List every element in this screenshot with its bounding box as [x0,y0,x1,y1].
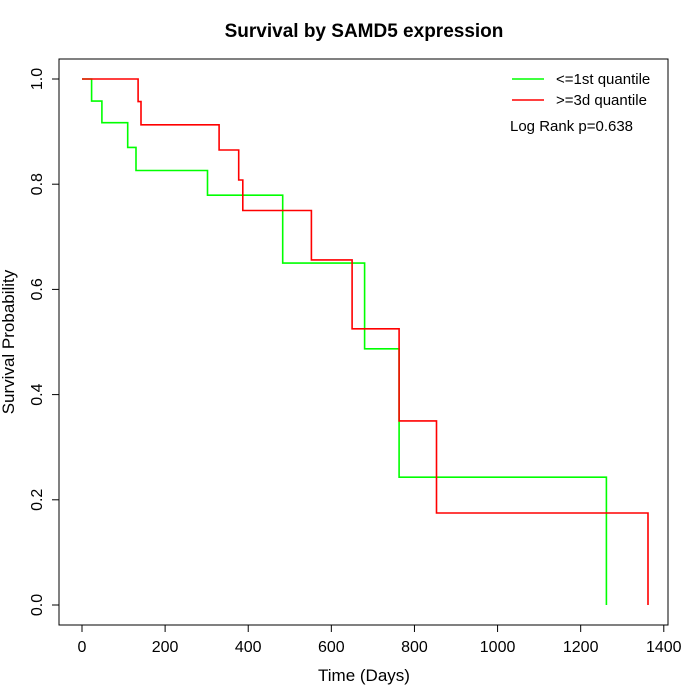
survival-curves [82,78,649,605]
y-tick-label: 0.6 [29,278,46,300]
x-tick-label: 1000 [480,639,516,656]
x-tick-label: 800 [401,639,428,656]
x-tick-label: 600 [318,639,345,656]
x-tick-label: 400 [235,639,262,656]
y-tick-label: 0.4 [29,383,46,405]
y-tick-label: 0.8 [29,173,46,195]
y-tick-label: 0.2 [29,489,46,511]
y-axis-label: Survival Probability [0,269,18,414]
y-tick-label: 0.0 [29,594,46,616]
legend-label-low: <=1st quantile [556,71,650,88]
chart-title: Survival by SAMD5 expression [225,21,504,42]
y-tick-label: 1.0 [29,68,46,90]
legend-label-high: >=3d quantile [556,92,647,109]
x-tick-label: 1200 [563,639,599,656]
x-tick-label: 200 [152,639,179,656]
y-axis: 0.0 0.2 0.4 0.6 0.8 1.0 [29,68,60,616]
legend: <=1st quantile >=3d quantile [512,71,650,109]
x-axis: 0 200 400 600 800 1000 1200 1400 [78,624,682,656]
x-axis-label: Time (Days) [318,666,410,685]
x-tick-label: 0 [78,639,87,656]
x-tick-label: 1400 [646,639,682,656]
log-rank-annotation: Log Rank p=0.638 [510,118,633,135]
survival-curve-high [82,78,649,605]
